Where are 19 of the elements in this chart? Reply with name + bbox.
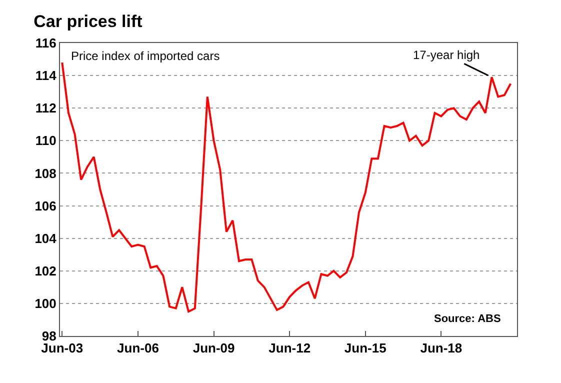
annotation: Source: ABS bbox=[434, 313, 501, 325]
y-tick-label: 114 bbox=[35, 68, 58, 84]
y-tick-label: 112 bbox=[35, 100, 56, 116]
x-tick-label: Jun-15 bbox=[344, 340, 386, 356]
y-tick-label: 110 bbox=[35, 133, 56, 148]
y-tick-label: 108 bbox=[34, 166, 56, 181]
annotation: Price index of imported cars bbox=[71, 49, 220, 63]
y-tick-label: 102 bbox=[34, 263, 56, 278]
x-tick-label: Jun-18 bbox=[420, 340, 462, 356]
x-tick-label: Jun-12 bbox=[268, 340, 311, 356]
line-series bbox=[61, 62, 512, 313]
y-tick-label: 106 bbox=[34, 198, 56, 214]
y-tick-label: 116 bbox=[35, 36, 56, 51]
x-tick-label: Jun-06 bbox=[117, 340, 159, 356]
y-tick-label: 104 bbox=[34, 230, 58, 246]
x-tick-label: Jun-09 bbox=[192, 340, 235, 356]
annotation: 17-year high bbox=[413, 48, 480, 62]
chart-title: Car prices lift bbox=[34, 12, 143, 32]
y-tick-label: 100 bbox=[34, 296, 56, 311]
